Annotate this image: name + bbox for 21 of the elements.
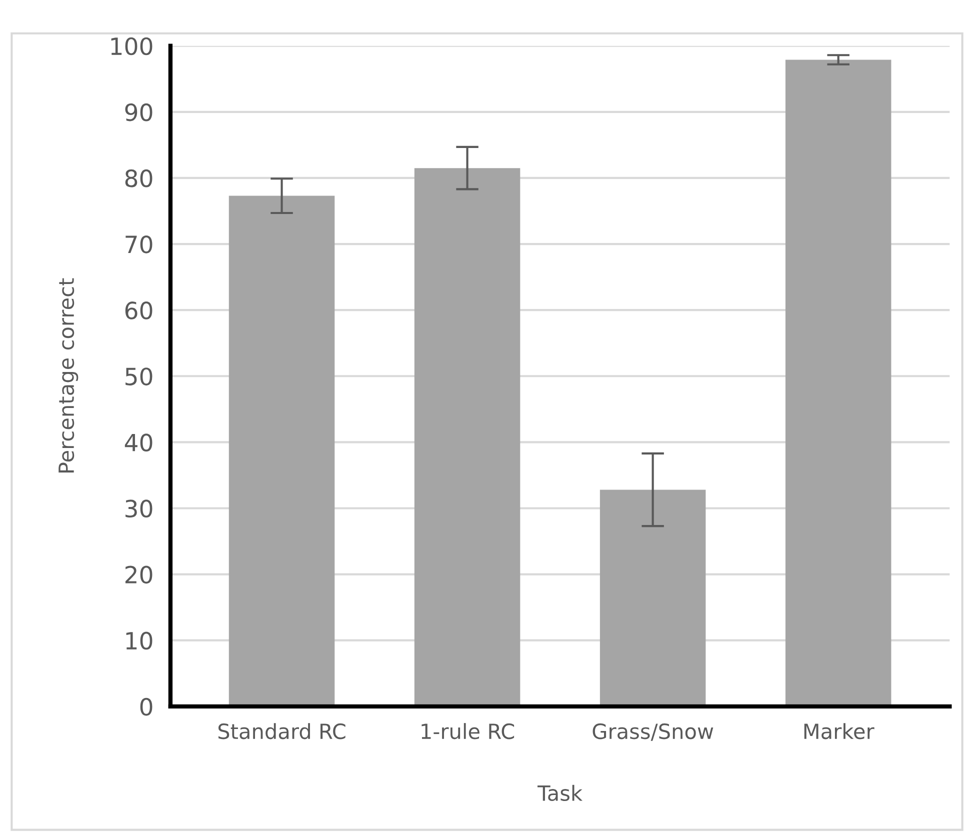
x-tick-label: 1-rule RC — [422, 723, 514, 740]
y-tick-label: 70 — [126, 235, 152, 254]
y-tick-label: 90 — [125, 103, 152, 122]
bar — [228, 196, 335, 706]
y-tick-label: 20 — [125, 566, 152, 584]
x-axis-title: Task — [538, 784, 582, 802]
bar — [785, 60, 892, 706]
y-tick-label: 50 — [126, 368, 152, 386]
bar — [414, 168, 520, 706]
bar — [600, 490, 706, 706]
y-tick-label: 30 — [126, 500, 152, 518]
x-tick-label: Standard RC — [218, 723, 346, 740]
x-tick-label: Marker — [804, 723, 874, 740]
x-tick-label: Grass/Snow — [592, 723, 714, 741]
y-tick-label: 10 — [126, 632, 152, 650]
y-axis-title: Percentage correct — [58, 278, 78, 472]
y-tick-label: 40 — [124, 434, 152, 452]
y-tick-label: 60 — [125, 302, 152, 320]
y-tick-label: 0 — [140, 698, 152, 716]
y-tick-label: 100 — [111, 37, 152, 56]
y-tick-label: 80 — [125, 169, 152, 188]
